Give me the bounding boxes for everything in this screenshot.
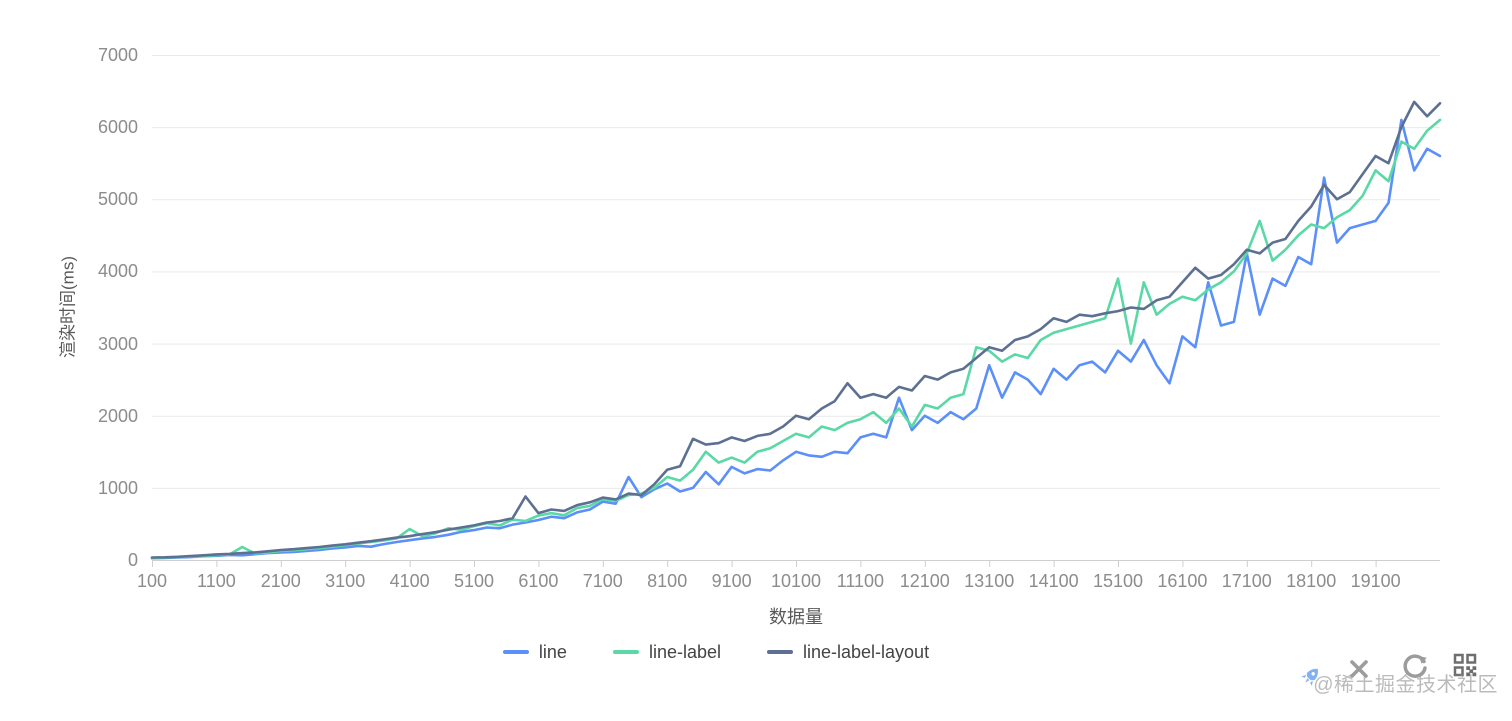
- y-tick-label: 6000: [97, 117, 138, 138]
- x-tick-label: 2100: [260, 571, 301, 591]
- rocket-icon[interactable]: [1290, 660, 1327, 698]
- x-tick-label: 18100: [1286, 571, 1337, 591]
- x-tick-label: 13100: [964, 571, 1015, 591]
- x-tick-label: 14100: [1028, 571, 1079, 591]
- x-tick-label: 15100: [1092, 571, 1144, 591]
- y-axis-title: 渲染时间(ms): [58, 256, 78, 358]
- x-axis-title: 数据量: [769, 607, 823, 627]
- x-tick-label: 4100: [389, 571, 430, 591]
- x-tick-label: 10100: [770, 571, 822, 591]
- legend-item-line[interactable]: line: [502, 641, 567, 663]
- qrcode-icon[interactable]: [1450, 650, 1480, 685]
- series-line-line: [150, 118, 1442, 560]
- y-tick-label: 1000: [97, 477, 138, 498]
- legend-label: line: [538, 641, 567, 662]
- x-tick-label: 17100: [1221, 571, 1272, 591]
- legend-label: line-label-layout: [803, 641, 930, 662]
- x-tick-label: 8100: [647, 571, 688, 591]
- x-tick-label: 6100: [518, 571, 559, 591]
- y-tick-label: 3000: [97, 333, 138, 354]
- x-tick-label: 3100: [325, 571, 366, 591]
- y-tick-label: 4000: [97, 261, 138, 282]
- series-line-line-label: [150, 118, 1442, 560]
- x-tick-label: 5100: [453, 571, 495, 591]
- x-tick-label: 12100: [899, 571, 950, 591]
- legend: line line-label line-label-layout: [0, 638, 1512, 666]
- watermark-text: @稀土掘金技术社区: [1313, 674, 1498, 696]
- series-line-line-label-layout: [150, 100, 1442, 559]
- x-tick-label: 1100: [197, 571, 236, 591]
- legend-label: line-label: [648, 641, 721, 662]
- legend-item-line-label-layout[interactable]: line-label-layout: [767, 642, 929, 663]
- line-label-layout-series-marker: [767, 650, 793, 654]
- y-tick-label: 0: [127, 550, 138, 570]
- x-tick-label: 19100: [1350, 571, 1401, 591]
- legend-item-line-label[interactable]: line-label: [612, 641, 721, 663]
- y-tick-label: 2000: [97, 405, 138, 426]
- line-series-marker: [502, 650, 529, 654]
- x-tick-label: 9100: [711, 571, 752, 591]
- y-tick-label: 5000: [97, 189, 138, 210]
- x-tick-label: 7100: [582, 571, 623, 591]
- x-tick-label: 100: [136, 571, 168, 591]
- line-label-series-marker: [612, 650, 639, 654]
- refresh-icon[interactable]: [1400, 653, 1430, 688]
- x-tick-label: 16100: [1157, 571, 1208, 591]
- close-icon[interactable]: [1348, 658, 1370, 685]
- x-tick-label: 11100: [836, 571, 885, 591]
- y-tick-label: 7000: [97, 45, 138, 65]
